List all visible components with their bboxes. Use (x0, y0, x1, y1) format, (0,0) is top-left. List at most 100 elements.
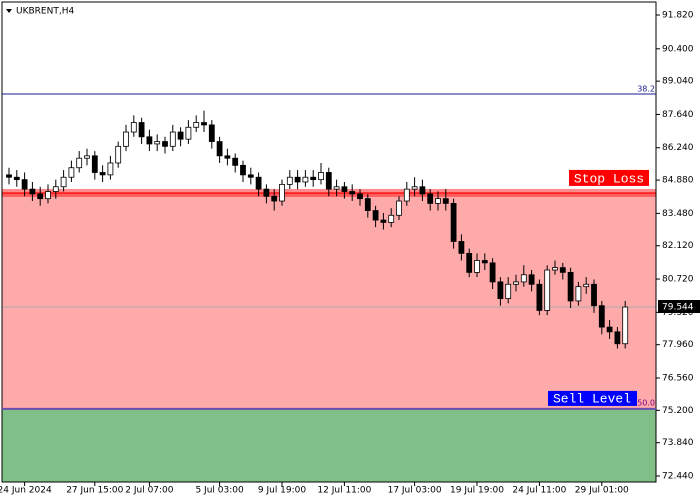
candle-body (177, 131, 184, 140)
candle-body (497, 281, 504, 299)
sell-level-label: Sell Level (553, 391, 631, 406)
x-tick-label: 5 Jul 03:00 (195, 486, 244, 496)
y-tick-label: 73.840 (662, 438, 694, 448)
candle-body (427, 193, 434, 204)
candle-body (255, 176, 262, 190)
y-tick-label: 77.960 (662, 340, 694, 350)
y-tick-label: 75.200 (662, 406, 694, 416)
candle-body (481, 260, 488, 264)
candle-body (76, 157, 83, 169)
candle-body (419, 186, 426, 195)
candle-body (435, 198, 441, 204)
candle-body (201, 122, 207, 126)
candle-body (450, 203, 457, 242)
below-zone (2, 408, 656, 482)
y-tick-label: 87.640 (662, 110, 694, 120)
y-tick-label: 90.400 (662, 44, 694, 54)
candle-body (544, 269, 551, 311)
candle-body (146, 136, 153, 145)
candle-body (302, 176, 309, 183)
candle-body (45, 191, 51, 200)
candle-body (536, 283, 543, 311)
candle-body (193, 122, 200, 128)
candle-body (286, 176, 293, 185)
candle-body (466, 252, 473, 273)
fib-level-label: 50.0 (637, 398, 655, 407)
y-tick-label: 86.240 (662, 143, 694, 153)
candle-body (380, 219, 387, 223)
candle-body (68, 167, 75, 178)
candle-body (123, 131, 129, 147)
candle-body (513, 281, 519, 285)
candle-body (91, 155, 98, 173)
fib-level-label: 38.2 (637, 84, 655, 93)
candle-body (294, 176, 301, 183)
y-tick-label: 82.120 (662, 241, 694, 251)
chart-title: UKBRENT,H4 (16, 7, 74, 17)
candle-body (333, 186, 340, 190)
candle-body (598, 305, 605, 328)
candle-body (52, 186, 59, 192)
candle-body (216, 141, 223, 157)
candle-body (528, 274, 535, 285)
candle-body (364, 198, 371, 211)
candle-body (489, 262, 496, 283)
last-price-label: 79.544 (662, 303, 694, 313)
x-tick-label: 19 Jul 19:00 (450, 486, 504, 496)
plot-frame (1, 1, 657, 483)
candle-body (138, 122, 145, 138)
candle-body (622, 306, 629, 345)
candle-body (162, 141, 168, 147)
candle-body (310, 176, 317, 181)
candle-body (567, 271, 574, 302)
x-tick-label: 17 Jul 03:00 (388, 486, 442, 496)
candle-body (474, 260, 480, 273)
candle-body (575, 286, 582, 302)
candle-body (208, 124, 215, 142)
candle-body (6, 174, 12, 178)
candle-body (396, 200, 402, 216)
candle-body (247, 174, 254, 178)
x-tick-label: 29 Jul 01:00 (575, 486, 629, 496)
x-tick-label: 24 Jun 2024 (0, 486, 52, 496)
sell-level-box (548, 390, 637, 406)
candle-body (21, 179, 28, 190)
candle-body (403, 188, 410, 202)
candle-body (169, 131, 176, 147)
stop-loss-label: Stop Loss (574, 171, 644, 186)
candle-body (614, 331, 621, 345)
y-tick-label: 76.560 (662, 374, 694, 384)
candle-body (115, 145, 122, 164)
y-tick-label: 83.480 (662, 209, 694, 219)
last-price-box (658, 300, 700, 314)
candle-body (60, 176, 67, 188)
candle-body (279, 183, 285, 202)
candle-body (13, 176, 20, 181)
candle-body (263, 188, 270, 197)
y-tick-label: 91.820 (662, 11, 694, 21)
x-tick-label: 9 Jul 19:00 (258, 486, 307, 496)
candle-body (341, 186, 348, 192)
loss-zone (2, 192, 656, 409)
candle-body (411, 186, 418, 190)
candle-body (372, 210, 379, 221)
candle-body (388, 214, 395, 223)
candle-body (29, 188, 36, 195)
candle-body (185, 126, 192, 140)
symbol-arrow (6, 9, 12, 13)
candle-body (357, 193, 363, 200)
candle-body (99, 172, 106, 176)
candle-body (349, 191, 356, 195)
candle-body (107, 162, 114, 176)
y-tick-label: 89.040 (662, 77, 694, 87)
x-tick-label: 27 Jun 15:00 (66, 486, 123, 496)
candle-body (583, 283, 590, 288)
y-tick-label: 72.440 (662, 472, 694, 482)
candle-body (520, 274, 527, 283)
candle-body (505, 283, 512, 299)
candle-body (442, 198, 449, 204)
candle-body (224, 155, 231, 159)
candle-body (130, 122, 137, 133)
candle-body (458, 241, 465, 254)
